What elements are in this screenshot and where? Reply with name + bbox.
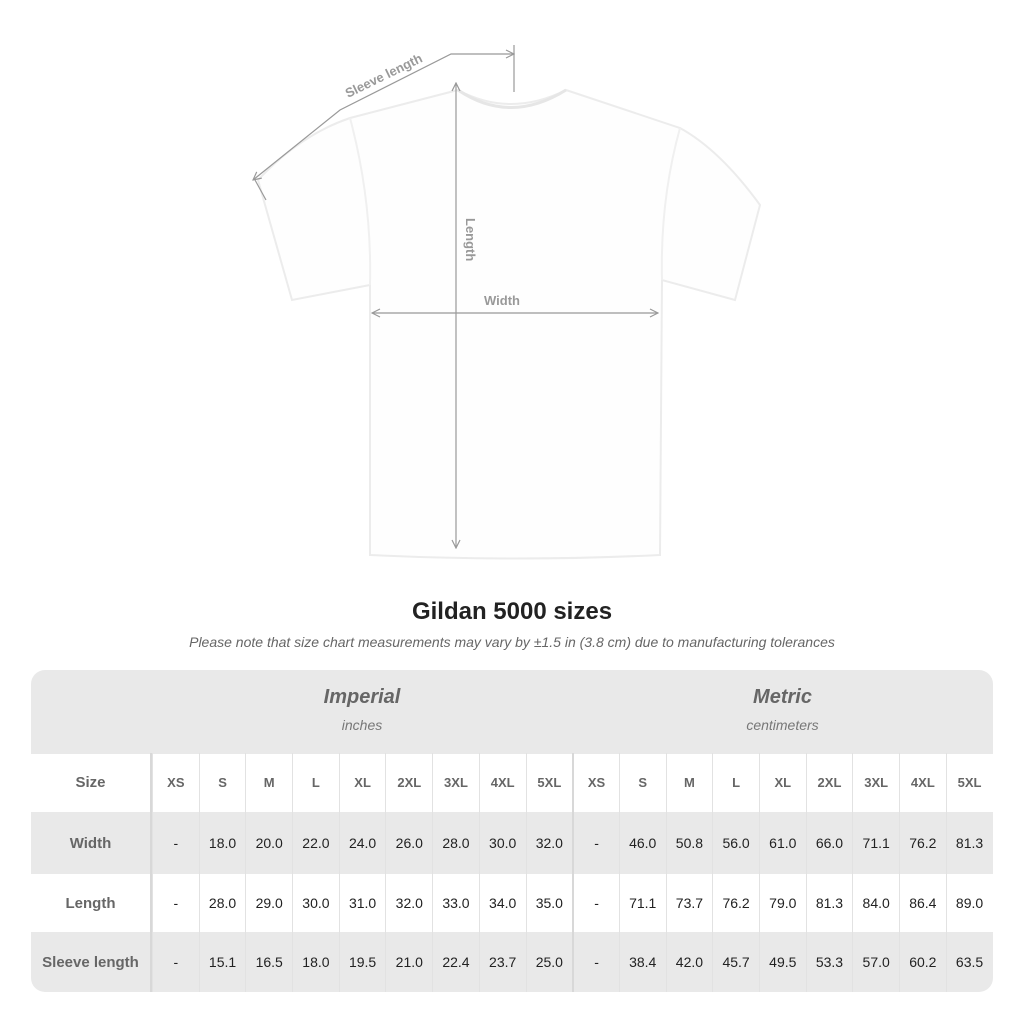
imperial-value: 15.1 <box>198 932 246 992</box>
metric-value: 61.0 <box>758 812 806 874</box>
imperial-value: 18.0 <box>292 932 339 992</box>
size-header: 4XL <box>478 753 526 812</box>
imperial-value: 16.5 <box>245 932 292 992</box>
size-table: Imperial inches Metric centimeters Size X… <box>31 670 993 992</box>
chart-title: Gildan 5000 sizes <box>411 598 613 625</box>
imperial-value: 34.0 <box>478 874 526 932</box>
table-row: Length -28.0 29.0 30.0 31.0 32.0 33.0 34.0 35.0-… <box>31 874 993 932</box>
size-header: M <box>665 753 713 812</box>
imperial-value: 30.0 <box>478 812 526 874</box>
metric-value: 84.0 <box>852 874 899 932</box>
table-row: Width -18.0 20.0 22.0 24.0 26.0 28.0 30.0 32.0-4… <box>31 812 993 874</box>
unit-header: Imperial inches Metric centimeters <box>31 670 993 754</box>
metric-value: 89.0 <box>945 874 993 932</box>
size-header: 2XL <box>805 753 853 812</box>
imperial-value: 32.0 <box>525 812 573 874</box>
imperial-value: 33.0 <box>432 874 479 932</box>
imperial-title: Imperial <box>323 686 401 708</box>
imperial-value: 31.0 <box>338 874 386 932</box>
imperial-value: - <box>152 874 199 932</box>
imperial-value: 22.0 <box>292 812 339 874</box>
imperial-value: 19.5 <box>338 932 386 992</box>
metric-value: 45.7 <box>712 932 759 992</box>
imperial-value: 26.0 <box>385 812 432 874</box>
metric-value: 81.3 <box>805 874 853 932</box>
metric-value: 79.0 <box>758 874 806 932</box>
metric-value: 63.5 <box>945 932 993 992</box>
size-header: L <box>292 753 339 812</box>
metric-value: 76.2 <box>899 812 946 874</box>
size-header: XS <box>572 753 619 812</box>
sleeve-length-label: Sleeve length <box>343 50 425 100</box>
metric-title: Metric <box>753 686 812 708</box>
metric-value: 53.3 <box>805 932 853 992</box>
imperial-value: 32.0 <box>385 874 432 932</box>
metric-value: 71.1 <box>852 812 899 874</box>
imperial-value: 29.0 <box>245 874 292 932</box>
metric-value: 86.4 <box>899 874 946 932</box>
size-header: XS <box>152 753 199 812</box>
imperial-value: 24.0 <box>338 812 386 874</box>
metric-value: 81.3 <box>945 812 993 874</box>
row-label: Size <box>31 753 152 812</box>
size-header: S <box>618 753 666 812</box>
metric-value: - <box>572 932 619 992</box>
metric-value: 76.2 <box>712 874 759 932</box>
table-row: Sleeve length -15.1 16.5 18.0 19.5 21.0 22.4 23… <box>31 932 993 992</box>
imperial-value: 25.0 <box>525 932 573 992</box>
tolerance-note: Please note that size chart measurements… <box>189 634 835 650</box>
metric-value: 38.4 <box>618 932 666 992</box>
sleeve-length-line <box>253 54 514 180</box>
size-header: 4XL <box>899 753 946 812</box>
size-header: 3XL <box>852 753 899 812</box>
size-header: M <box>245 753 292 812</box>
row-label: Sleeve length <box>31 932 152 992</box>
size-header: 2XL <box>385 753 432 812</box>
size-header: L <box>712 753 759 812</box>
row-label: Width <box>31 812 152 874</box>
imperial-value: 21.0 <box>385 932 432 992</box>
row-label: Length <box>31 874 152 932</box>
size-header-row: Size XS S M L XL 2XL 3XL 4XL 5XL XS S M L XL 2XL 3XL 4XL 5… <box>31 753 993 812</box>
imperial-value: 30.0 <box>292 874 339 932</box>
imperial-unit: inches <box>341 717 383 733</box>
metric-value: - <box>572 812 619 874</box>
metric-value: 57.0 <box>852 932 899 992</box>
metric-value: 49.5 <box>758 932 806 992</box>
metric-value: - <box>572 874 619 932</box>
size-header: 3XL <box>432 753 479 812</box>
imperial-value: - <box>152 932 199 992</box>
metric-header: Metric centimeters <box>572 686 993 733</box>
imperial-value: 20.0 <box>245 812 292 874</box>
imperial-value: 23.7 <box>478 932 526 992</box>
size-header: 5XL <box>945 753 993 812</box>
imperial-value: 22.4 <box>432 932 479 992</box>
imperial-header: Imperial inches <box>152 686 572 733</box>
metric-value: 42.0 <box>665 932 713 992</box>
metric-value: 50.8 <box>665 812 713 874</box>
imperial-value: - <box>152 812 199 874</box>
metric-value: 56.0 <box>712 812 759 874</box>
tshirt-diagram: Sleeve length Length Width <box>0 45 762 560</box>
tshirt-shape <box>256 88 762 560</box>
metric-value: 66.0 <box>805 812 853 874</box>
imperial-value: 28.0 <box>198 874 246 932</box>
size-header: 5XL <box>525 753 573 812</box>
metric-value: 46.0 <box>618 812 666 874</box>
size-header: XL <box>758 753 806 812</box>
metric-value: 73.7 <box>665 874 713 932</box>
size-header: S <box>198 753 246 812</box>
imperial-value: 28.0 <box>432 812 479 874</box>
imperial-value: 35.0 <box>525 874 573 932</box>
imperial-value: 18.0 <box>198 812 246 874</box>
length-label: Length <box>463 218 478 261</box>
metric-unit: centimeters <box>746 717 819 733</box>
metric-value: 60.2 <box>899 932 946 992</box>
size-header: XL <box>338 753 386 812</box>
width-label: Width <box>484 293 520 308</box>
metric-value: 71.1 <box>618 874 666 932</box>
